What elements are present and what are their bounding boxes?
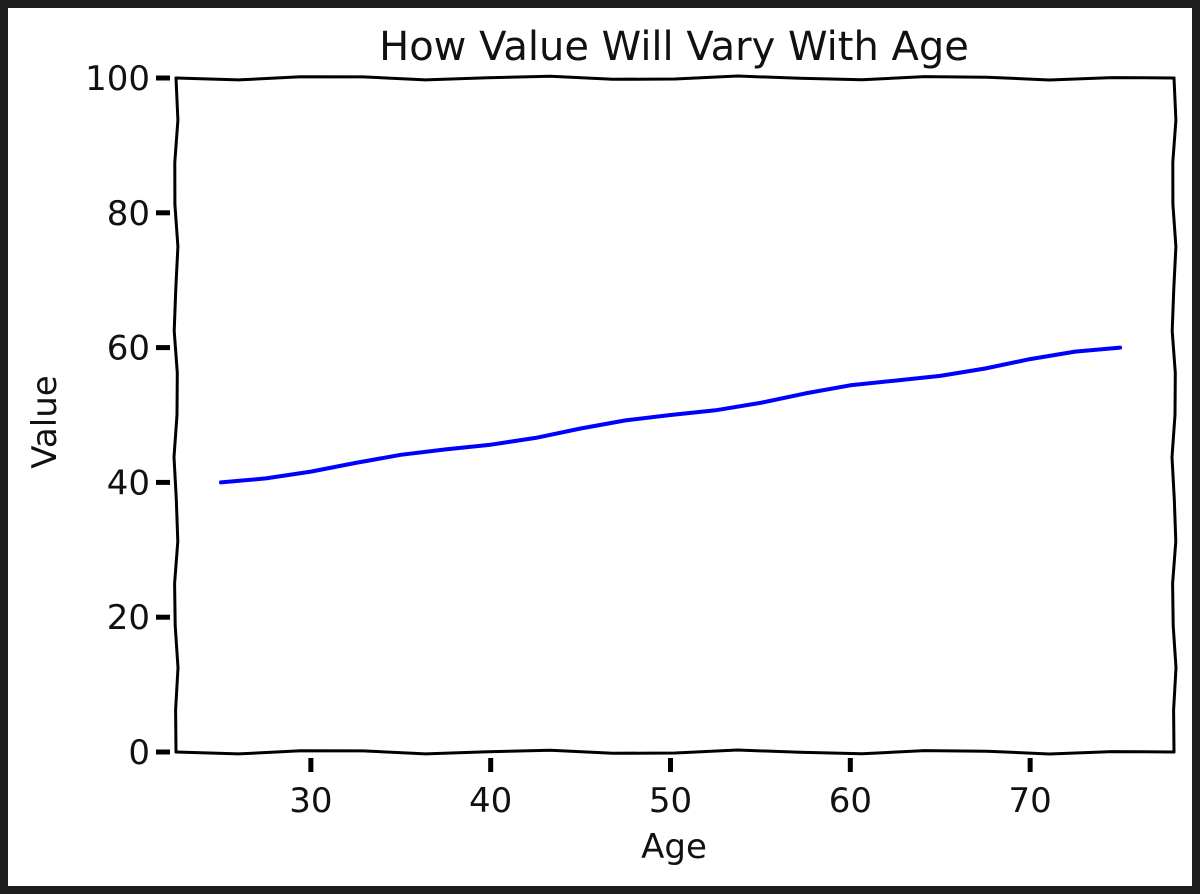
frame-bottom (174, 748, 1176, 756)
y-tick-label: 40 (107, 463, 150, 503)
x-tick-label: 50 (649, 781, 692, 821)
y-axis-ticks: 0 20 40 60 80 100 (85, 59, 170, 773)
plot-frame (172, 74, 1178, 756)
y-tick-label: 100 (85, 59, 150, 99)
series-group (219, 345, 1123, 485)
chart-title: How Value Will Vary With Age (379, 24, 969, 70)
frame-left (172, 76, 180, 754)
y-tick-label: 60 (107, 329, 150, 369)
series-line (219, 345, 1123, 485)
x-tick-label: 40 (469, 781, 512, 821)
frame-top (174, 74, 1176, 82)
line-chart: How Value Will Vary With Age Age Value 0… (25, 24, 1178, 867)
y-tick-label: 20 (107, 598, 150, 638)
y-tick-label: 80 (107, 194, 150, 234)
x-axis-ticks: 30 40 50 60 70 (289, 758, 1052, 821)
x-tick-label: 30 (289, 781, 332, 821)
frame-right (1170, 76, 1178, 754)
x-tick-label: 70 (1009, 781, 1052, 821)
chart-canvas: How Value Will Vary With Age Age Value 0… (8, 8, 1192, 886)
y-tick-label: 0 (128, 733, 150, 773)
x-axis-title: Age (641, 827, 707, 867)
x-tick-label: 60 (829, 781, 872, 821)
y-axis-title: Value (25, 375, 65, 468)
